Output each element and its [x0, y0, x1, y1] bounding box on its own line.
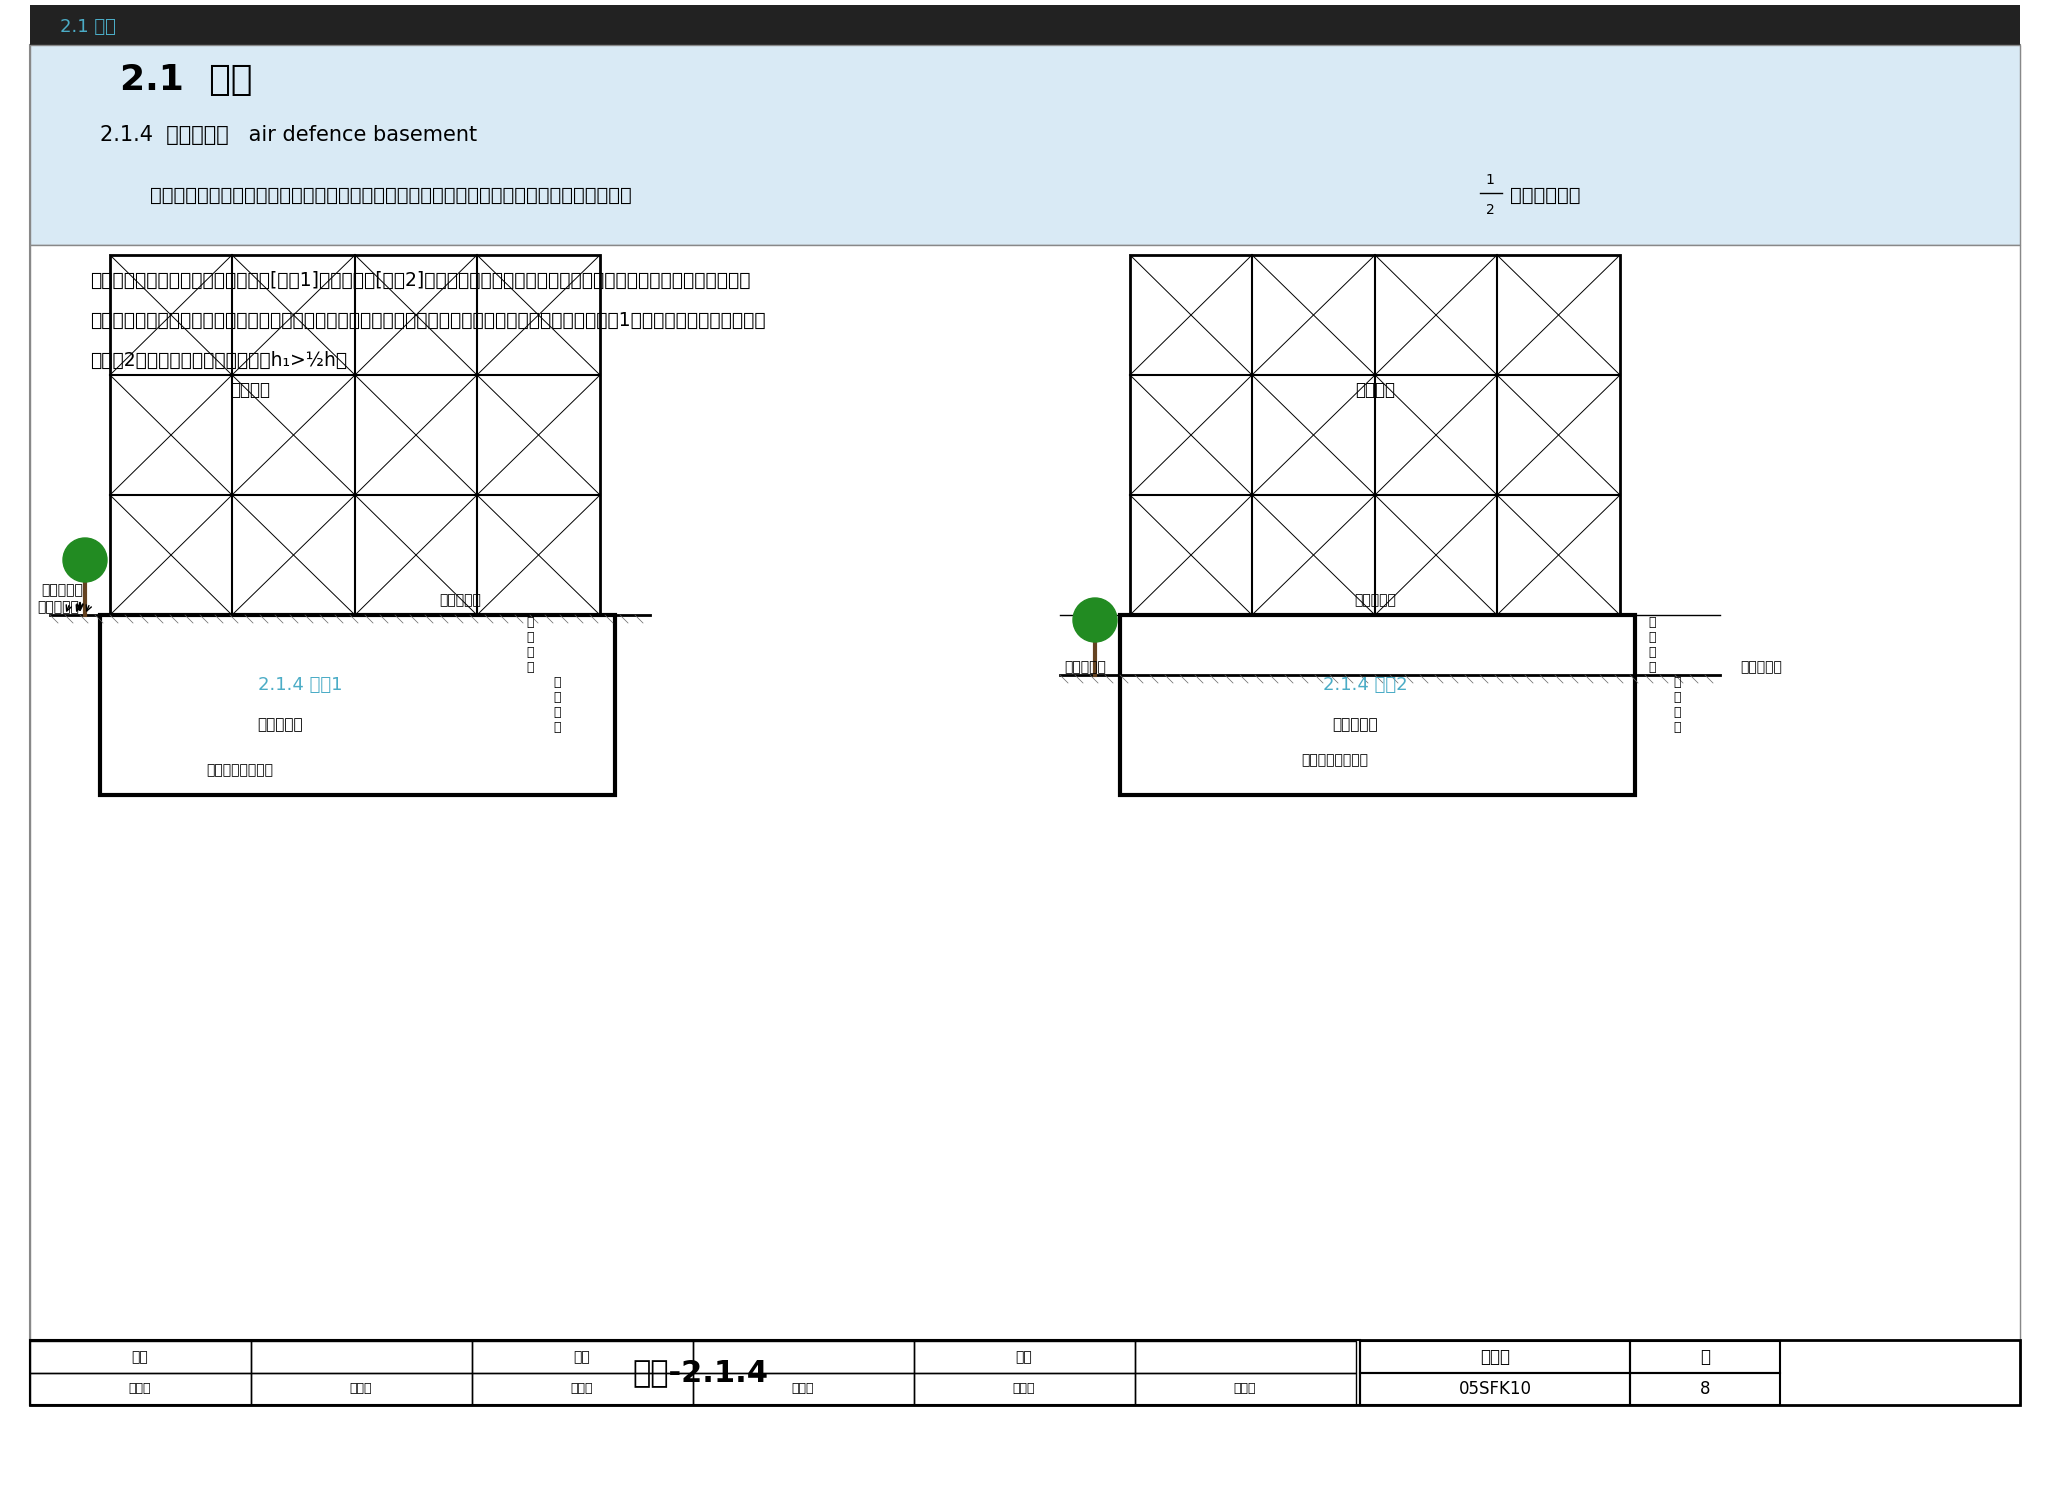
Text: 首层地平面: 首层地平面	[1354, 594, 1397, 607]
Bar	[31, 1372, 252, 1405]
Text: 防空地下室: 防空地下室	[1331, 718, 1378, 733]
Text: 2.1.4 图示2: 2.1.4 图示2	[1323, 676, 1407, 694]
Text: 土洋字: 土洋字	[350, 1383, 373, 1395]
Bar	[1130, 256, 1620, 614]
Bar	[31, 4, 2019, 45]
Bar	[31, 245, 2019, 1405]
Text: 地下室室内地平面: 地下室室内地平面	[1300, 753, 1368, 767]
Text: 审核: 审核	[131, 1350, 147, 1363]
Text: 室外地平面: 室外地平面	[1065, 659, 1106, 674]
Bar	[1360, 1372, 1630, 1405]
Bar	[31, 1340, 1360, 1405]
Bar	[1120, 614, 1634, 795]
Bar	[1630, 1341, 1780, 1372]
Bar	[1630, 1372, 1780, 1405]
Text: 室外地平面: 室外地平面	[1741, 659, 1782, 674]
Circle shape	[63, 538, 106, 582]
Bar	[31, 45, 2019, 245]
Text: 页: 页	[1700, 1348, 1710, 1366]
Bar	[692, 1341, 913, 1372]
Text: 图集号: 图集号	[1481, 1348, 1509, 1366]
Bar	[100, 614, 614, 795]
Text: 王烧东: 王烧东	[571, 1383, 594, 1395]
Text: 地面建筑: 地面建筑	[1356, 381, 1395, 399]
Text: 姜黄帛: 姜黄帛	[1233, 1383, 1255, 1395]
Text: 8: 8	[1700, 1380, 1710, 1398]
Text: 上
覆
板
墙: 上 覆 板 墙	[1673, 676, 1681, 734]
Text: 的为地下室。: 的为地下室。	[1509, 185, 1581, 205]
Bar	[111, 256, 600, 614]
Text: 具有预定战时防空功能的地下室。在房屋中室内地平面低于室外地平面的高度超过该房间净高: 具有预定战时防空功能的地下室。在房屋中室内地平面低于室外地平面的高度超过该房间净…	[150, 185, 631, 205]
Text: 术语-2.1.4: 术语-2.1.4	[633, 1359, 768, 1387]
Text: 地面建筑: 地面建筑	[229, 381, 270, 399]
Text: 顶
板
覆
土: 顶 板 覆 土	[1649, 616, 1655, 674]
Text: 设计: 设计	[1016, 1350, 1032, 1363]
Bar	[1360, 1341, 1630, 1372]
Text: 校对: 校对	[573, 1350, 590, 1363]
Bar	[913, 1372, 1135, 1405]
Bar	[1135, 1372, 1356, 1405]
Bar	[31, 1340, 2019, 1405]
Bar	[252, 1372, 471, 1405]
Bar	[913, 1341, 1135, 1372]
Text: 彦嗦系: 彦嗦系	[793, 1383, 815, 1395]
Circle shape	[1073, 598, 1116, 641]
Text: 防空地下室一般有两种形式：全埋式[图示1]和非全埋式[图示2]。顶板下表面不高于室外地平面的防空地下室称为全埋式防空地下: 防空地下室一般有两种形式：全埋式[图示1]和非全埋式[图示2]。顶板下表面不高于…	[90, 271, 750, 290]
Text: 2.1  术语: 2.1 术语	[121, 63, 252, 97]
Text: 2.1.4  防空地下室   air defence basement: 2.1.4 防空地下室 air defence basement	[100, 126, 477, 145]
Bar	[471, 1341, 692, 1372]
Text: 2.1 术语: 2.1 术语	[59, 18, 117, 36]
Text: 2.1.4 图示1: 2.1.4 图示1	[258, 676, 342, 694]
Bar	[31, 1341, 252, 1372]
Bar	[252, 1341, 471, 1372]
Text: 首层地平面: 首层地平面	[438, 594, 481, 607]
Text: 1: 1	[1485, 173, 1495, 187]
Bar	[471, 1372, 692, 1405]
Bar	[1135, 1341, 1356, 1372]
Text: 击；（2）建造形式为地下室，满足h₁>½h。: 击；（2）建造形式为地下室，满足h₁>½h。	[90, 350, 346, 369]
Text: 上
覆
板
墙: 上 覆 板 墙	[553, 676, 561, 734]
Text: 防空地下室: 防空地下室	[258, 718, 303, 733]
Text: 05SFK10: 05SFK10	[1458, 1380, 1532, 1398]
Text: 马希荣: 马希荣	[129, 1383, 152, 1395]
Text: 室外地平面: 室外地平面	[37, 599, 80, 614]
Text: 地下室室内地平面: 地下室室内地平面	[207, 762, 274, 777]
Bar	[692, 1372, 913, 1405]
Text: 室外地平面: 室外地平面	[41, 583, 82, 597]
Text: 赵贵华: 赵贵华	[1014, 1383, 1034, 1395]
Text: 室；顶板下表面高于室外地平面的防空地下室称为非全埋式防空地下室。防空地下室具有的主要特征是：（1）战时能抵御预定武器的袭: 室；顶板下表面高于室外地平面的防空地下室称为非全埋式防空地下室。防空地下室具有的…	[90, 311, 766, 329]
Text: 顶
板
覆
土: 顶 板 覆 土	[526, 616, 535, 674]
Text: 2: 2	[1485, 203, 1495, 217]
